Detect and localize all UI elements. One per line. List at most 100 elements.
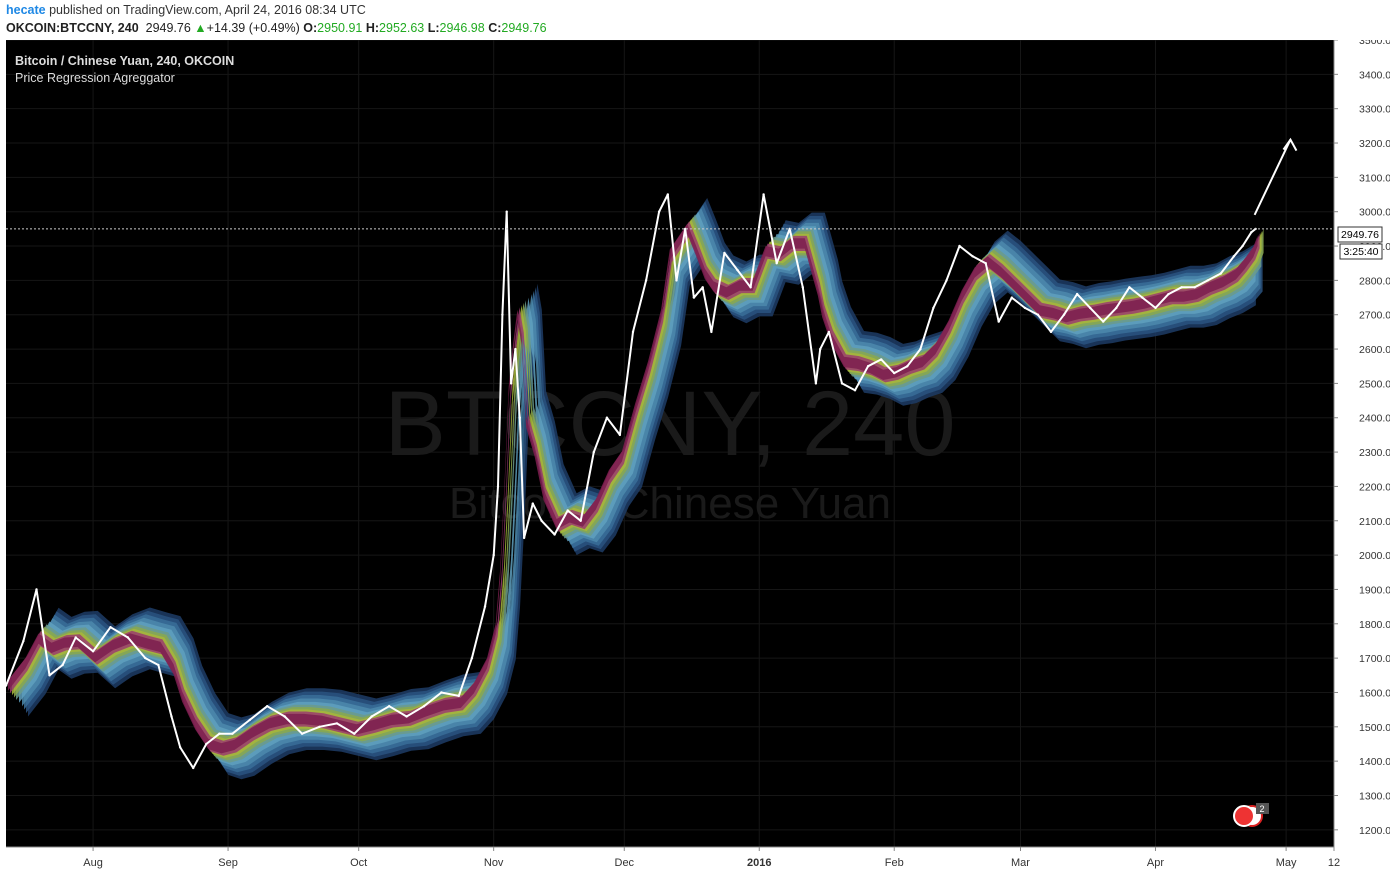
x-tick-label: Mar (1011, 857, 1030, 869)
price-chart[interactable]: BTCCNY, 240 Bitcoin / Chinese Yuan 1200.… (0, 40, 1390, 877)
legend: Bitcoin / Chinese Yuan, 240, OKCOIN Pric… (15, 54, 234, 85)
regression-band-layer-5 (16, 214, 1262, 763)
price-point (518, 416, 521, 419)
price-point (248, 718, 251, 722)
price-point (61, 663, 64, 667)
price-point (997, 320, 1000, 323)
x-axis-ticks: Aug Sep Oct Nov Dec 2016 Feb Mar Apr May 12 (83, 847, 1340, 869)
price-change: +14.39 (+0.49%) (206, 21, 300, 35)
x-tick-label: 12 (1328, 857, 1340, 869)
event-count-badge (1256, 803, 1269, 814)
price-point (819, 347, 822, 351)
x-tick-label: Apr (1147, 857, 1164, 869)
price-point (457, 694, 460, 698)
price-point (1102, 320, 1105, 323)
y-tick-label: 2400.00 (1359, 413, 1390, 425)
price-point (388, 705, 391, 708)
y-tick-label: 1200.00 (1359, 825, 1390, 837)
high-label: H: (365, 21, 380, 35)
price-point (749, 286, 752, 289)
price-point (684, 227, 687, 231)
price-tag-box (1337, 226, 1383, 243)
y-tick-label: 3300.00 (1359, 104, 1390, 116)
y-tick-label: 1900.00 (1359, 584, 1390, 596)
price-point (231, 732, 234, 735)
author-link[interactable]: hecate (6, 3, 46, 17)
price-point (1250, 231, 1253, 234)
y-tick-label: 2100.00 (1359, 516, 1390, 528)
y-tick-label: 2700.00 (1359, 310, 1390, 322)
price-point (540, 519, 543, 522)
price-point (496, 485, 500, 488)
symbol-info-bar: OKCOIN:BTCCNY, 240 2949.76 ▲+14.39 (+0.4… (6, 21, 547, 35)
price-point (1128, 286, 1131, 289)
price-point (893, 371, 896, 375)
event-count: 2 (1259, 804, 1264, 814)
price-point (300, 732, 304, 735)
time-axis-area[interactable] (6, 847, 1334, 877)
price-point (514, 347, 517, 351)
price-point (1075, 292, 1079, 296)
event-marker[interactable]: 2 (1233, 803, 1269, 827)
y-tick-label: 3100.00 (1359, 172, 1390, 184)
price-point (814, 382, 818, 385)
price-point (971, 255, 974, 258)
open-value: 2950.91 (317, 21, 363, 35)
price-point (492, 553, 495, 557)
price-point (422, 705, 426, 708)
y-tick-label: 3200.00 (1359, 138, 1390, 150)
price-point (1049, 330, 1053, 334)
price-point (566, 509, 569, 512)
y-tick-label: 1600.00 (1359, 687, 1390, 699)
price-point (1206, 279, 1209, 282)
open-label: O: (303, 21, 318, 35)
price-point (736, 268, 739, 272)
projection-arrow (1253, 139, 1292, 216)
price-point (775, 262, 778, 265)
price-point (205, 742, 208, 746)
price-point (710, 330, 713, 334)
last-price: 2949.76 (145, 21, 191, 35)
price-point (283, 715, 286, 718)
y-tick-label: 2500.00 (1359, 378, 1390, 390)
y-axis-ticks: 1200.00 1300.00 1400.00 1500.00 1600.00 1700.… (1334, 40, 1390, 837)
x-tick-label: Nov (484, 857, 504, 869)
price-point (906, 365, 909, 368)
price-point (692, 296, 696, 299)
price-point (788, 227, 791, 231)
low-value: 2946.98 (439, 21, 485, 35)
price-tag-value: 2949.76 (1341, 229, 1379, 241)
price-point (666, 193, 669, 196)
symbol-label[interactable]: OKCOIN:BTCCNY, 240 (6, 21, 139, 35)
price-point (919, 347, 922, 351)
y-tick-label: 2800.00 (1359, 275, 1390, 287)
price-point (1241, 244, 1244, 248)
price-point (405, 715, 408, 718)
event-flag-icon[interactable] (1233, 805, 1255, 827)
y-tick-label: 2200.00 (1359, 481, 1390, 493)
countdown-box (1339, 243, 1383, 260)
y-tick-label: 2300.00 (1359, 447, 1390, 459)
price-point (109, 626, 112, 629)
price-point (853, 389, 857, 392)
price-point (522, 536, 526, 540)
price-point (592, 450, 595, 454)
price-point (1180, 286, 1183, 289)
x-tick-label: Dec (615, 857, 635, 869)
price-axis-area[interactable] (1334, 40, 1390, 877)
price-point (1193, 286, 1196, 289)
price-point (840, 382, 844, 385)
x-tick-label: Oct (350, 857, 367, 869)
price-point (170, 715, 173, 718)
legend-indicator: Price Regression Agreggator (15, 71, 175, 85)
x-tick-label: Aug (83, 857, 103, 869)
close-value: 2949.76 (501, 21, 547, 35)
price-point (531, 502, 534, 505)
last-price-tag: 2949.76 3:25:40 (1337, 226, 1383, 260)
price-point (1154, 306, 1157, 310)
price-point (48, 674, 51, 677)
price-point (440, 691, 443, 694)
price-point (1219, 272, 1223, 275)
x-tick-label: May (1276, 857, 1297, 869)
price-point (353, 732, 356, 735)
